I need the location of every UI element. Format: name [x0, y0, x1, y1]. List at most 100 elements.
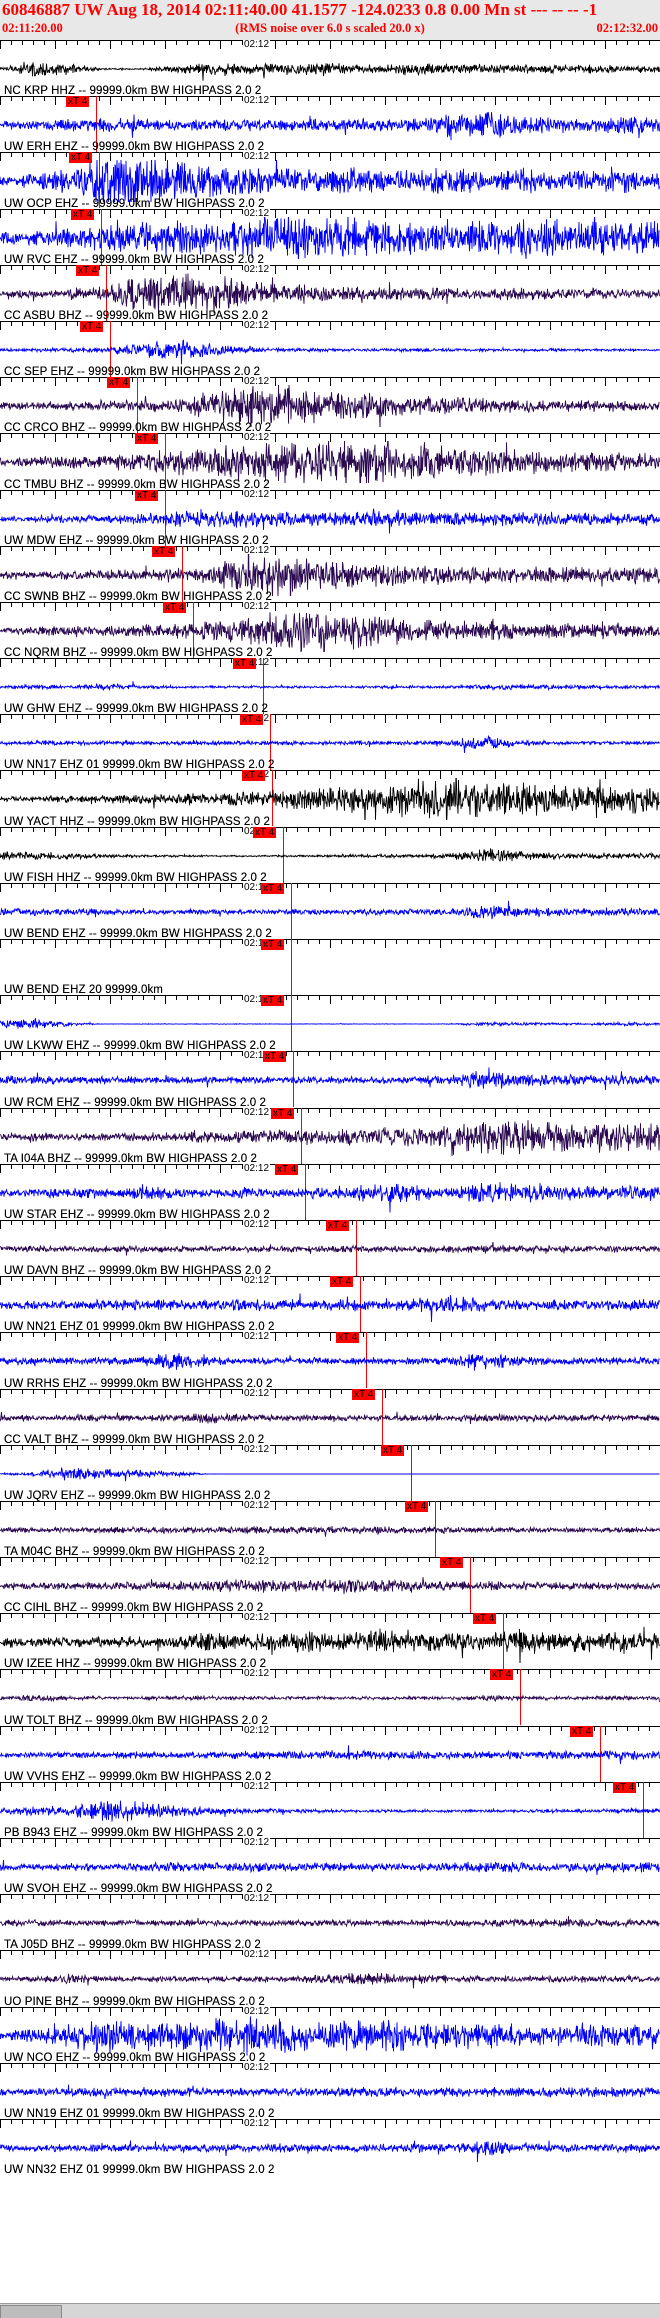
scale-tag: xT 4	[135, 489, 159, 501]
trace-row[interactable]: 02:12 xT 4 UW RRHS EHZ -- 99999.0km BW HIG…	[0, 1332, 660, 1389]
channel-label: UW BEND EHZ -- 99999.0km BW HIGHPASS 2.0…	[4, 928, 272, 939]
trace-row[interactable]: 02:12 xT 4 TA I04A BHZ -- 99999.0km BW HIG…	[0, 1107, 660, 1164]
axis-time-label: 02:12	[243, 264, 271, 275]
time-axis: 02:12	[0, 1781, 660, 1792]
scale-tag: xT 4	[261, 939, 285, 950]
waveform	[0, 2015, 660, 2057]
axis-time-label: 02:12	[243, 1781, 271, 1792]
scale-tag: xT 4	[352, 1388, 376, 1400]
trace-row[interactable]: 02:12 xT 4 CC CRCO BHZ -- 99999.0km BW HIG…	[0, 377, 660, 434]
waveform	[0, 1677, 660, 1719]
scale-tag: xT 4	[242, 770, 266, 782]
scale-tag: xT 4	[336, 1332, 360, 1344]
trace-row[interactable]: 02:12 xT 4 UW NN21 EHZ 01 99999.0km BW HIG…	[0, 1276, 660, 1333]
trace-row[interactable]: 02:12 xT 4 UW TOLT BHZ -- 99999.0km BW HIG…	[0, 1669, 660, 1726]
waveform	[0, 722, 660, 764]
trace-row[interactable]: 02:12 UW NN32 EHZ 01 99999.0km BW HIGHPAS…	[0, 2118, 660, 2176]
scale-tag: xT 4	[275, 1163, 299, 1175]
trace-row[interactable]: 02:12 xT 4 UW IZEE HHZ -- 99999.0km BW HIG…	[0, 1613, 660, 1670]
trace-row[interactable]: 02:12 UO PINE BHZ -- 99999.0km BW HIGHPAS…	[0, 1950, 660, 2007]
waveform	[0, 947, 660, 989]
trace-row[interactable]: 02:12 xT 4 PB B943 EHZ -- 99999.0km BW HIG…	[0, 1781, 660, 1838]
time-axis: 02:12	[0, 1107, 660, 1118]
scale-tag: xT 4	[163, 601, 187, 613]
trace-row[interactable]: 02:12 xT 4 CC SWNB BHZ -- 99999.0km BW HIG…	[0, 545, 660, 602]
trace-row[interactable]: 02:12 xT 4 UW GHW EHZ -- 99999.0km BW HIGH…	[0, 658, 660, 715]
waveform	[0, 498, 660, 540]
trace-row[interactable]: 02:12 xT 4 UW VVHS EHZ -- 99999.0km BW HIG…	[0, 1725, 660, 1782]
pick-marker-line	[470, 1557, 471, 1614]
axis-time-label: 02:12	[243, 152, 271, 163]
trace-row[interactable]: 02:12 xT 4 UW BEND EHZ -- 99999.0km BW HIG…	[0, 882, 660, 939]
trace-row[interactable]: 02:12 xT 4 UW DAVN BHZ -- 99999.0km BW HIG…	[0, 1219, 660, 1277]
time-axis: 02:12	[0, 377, 660, 388]
waveform	[0, 1846, 660, 1888]
axis-time-label: 02:12	[243, 2062, 271, 2073]
pick-marker-line	[503, 1613, 504, 1670]
axis-time-label: 02:12	[243, 658, 271, 669]
trace-row[interactable]: 02:12 TA J05D BHZ -- 99999.0km BW HIGHPAS…	[0, 1894, 660, 1951]
time-axis: 02:12	[0, 2006, 660, 2017]
pick-marker-line	[263, 658, 264, 715]
time-axis: 02:12	[0, 433, 660, 444]
trace-row[interactable]: 02:12 xT 4 UW STAR EHZ -- 99999.0km BW HIG…	[0, 1163, 660, 1220]
trace-row[interactable]: 02:12 xT 4 CC VALT BHZ -- 99999.0km BW HIG…	[0, 1388, 660, 1445]
axis-time-label: 02:12	[243, 1950, 271, 1961]
trace-row[interactable]: 02:12 xT 4 UW ERH EHZ -- 99999.0km BW HIGH…	[0, 96, 660, 153]
scrollbar-thumb[interactable]	[0, 2305, 62, 2318]
trace-row[interactable]: 02:12 xT 4 CC SEP EHZ -- 99999.0km BW HIGH…	[0, 320, 660, 378]
waveform	[0, 835, 660, 877]
axis-time-label: 02:12	[243, 1388, 271, 1399]
trace-row[interactable]: 02:12 NC KRP HHZ -- 99999.0km BW HIGHPASS…	[0, 40, 660, 97]
scale-tag: xT 4	[473, 1613, 497, 1625]
waveform	[0, 610, 660, 652]
waveform	[0, 2071, 660, 2113]
waveform	[0, 385, 660, 428]
waveform	[0, 1902, 660, 1944]
channel-label: TA J05D BHZ -- 99999.0km BW HIGHPASS 2.0…	[4, 1939, 261, 1951]
trace-row[interactable]: 02:12 xT 4 TA M04C BHZ -- 99999.0km BW HIG…	[0, 1500, 660, 1558]
trace-row[interactable]: 02:12 xT 4 CC NQRM BHZ -- 99999.0km BW HIG…	[0, 601, 660, 659]
time-axis: 02:12	[0, 320, 660, 331]
trace-stack: 02:12 NC KRP HHZ -- 99999.0km BW HIGHPASS…	[0, 40, 660, 2318]
trace-row[interactable]: 02:12 xT 4 CC TMBU BHZ -- 99999.0km BW HIG…	[0, 433, 660, 490]
scale-tag: xT 4	[381, 1444, 405, 1456]
waveform	[0, 1621, 660, 1664]
trace-row[interactable]: 02:12 xT 4 CC ASBU BHZ -- 99999.0km BW HIG…	[0, 264, 660, 321]
waveform	[0, 329, 660, 371]
trace-row[interactable]: 02:12 xT 4 UW MDW EHZ -- 99999.0km BW HIGH…	[0, 489, 660, 546]
time-axis: 02:12	[0, 489, 660, 500]
trace-row[interactable]: 02:12 xT 4 UW JQRV EHZ -- 99999.0km BW HIG…	[0, 1444, 660, 1501]
axis-time-label: 02:12	[243, 96, 271, 107]
time-axis: 02:12	[0, 1669, 660, 1680]
pick-marker-line	[272, 770, 273, 827]
channel-label: UW BEND EHZ 20 99999.0km	[4, 984, 163, 996]
trace-row[interactable]: 02:12 xT 4 UW OCP EHZ -- 99999.0km BW HIGH…	[0, 152, 660, 209]
waveform	[0, 778, 660, 821]
time-axis: 02:12	[0, 1332, 660, 1343]
trace-row[interactable]: 02:12 xT 4 UW BEND EHZ 20 99999.0km	[0, 939, 660, 996]
trace-row[interactable]: 02:12 xT 4 UW LKWW EHZ -- 99999.0km BW HIG…	[0, 995, 660, 1052]
scale-tag: xT 4	[71, 208, 95, 220]
trace-row[interactable]: 02:12 xT 4 UW RVC EHZ -- 99999.0km BW HIGH…	[0, 208, 660, 265]
channel-label: UW MDW EHZ -- 99999.0km BW HIGHPASS 2.0 …	[4, 534, 269, 546]
time-axis: 02:12	[0, 1725, 660, 1736]
axis-time-label: 02:12	[243, 1613, 271, 1624]
waveform	[0, 1059, 660, 1101]
channel-label: UW ERH EHZ -- 99999.0km BW HIGHPASS 2.0 …	[4, 141, 265, 153]
trace-row[interactable]: 02:12 xT 4 CC CIHL BHZ -- 99999.0km BW HIG…	[0, 1557, 660, 1614]
scale-tag: xT 4	[613, 1781, 637, 1793]
trace-row[interactable]: 02:12 UW NN19 EHZ 01 99999.0km BW HIGHPAS…	[0, 2062, 660, 2119]
trace-row[interactable]: 02:12 UW SVOH EHZ -- 99999.0km BW HIGHPAS…	[0, 1838, 660, 1895]
horizontal-scrollbar[interactable]	[0, 2303, 660, 2318]
channel-label: UW NCO EHZ -- 99999.0km BW HIGHPASS 2.0 …	[4, 2051, 266, 2063]
trace-row[interactable]: 02:12 xT 4 UW RCM EHZ -- 99999.0km BW HIGH…	[0, 1051, 660, 1108]
trace-row[interactable]: 02:12 UW NCO EHZ -- 99999.0km BW HIGHPASS…	[0, 2006, 660, 2063]
time-range-bar: 02:11:20.00 (RMS noise over 6.0 s scaled…	[0, 21, 660, 39]
waveform	[0, 1116, 660, 1158]
channel-label: CC VALT BHZ -- 99999.0km BW HIGHPASS 2.0…	[4, 1433, 265, 1445]
scale-tag: xT 4	[233, 658, 257, 670]
